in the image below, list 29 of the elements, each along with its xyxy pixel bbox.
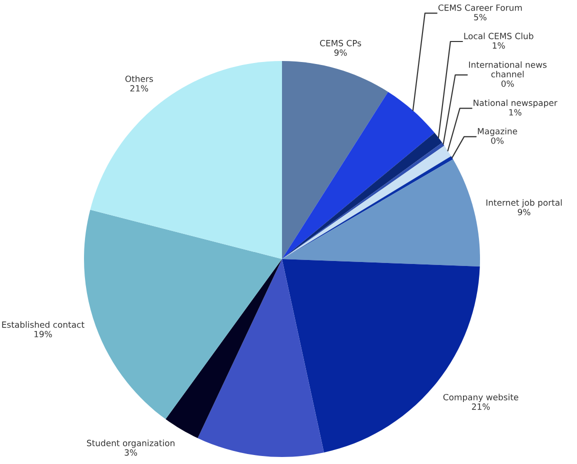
data-label: 19%: [34, 330, 52, 338]
slice-label: Established contact: [2, 321, 84, 328]
data-label: 9%: [518, 208, 530, 216]
data-label: 0%: [491, 137, 504, 144]
slice-label: CEMS CPs: [320, 40, 362, 46]
slice-label: Internet job portal: [486, 199, 562, 208]
slice-label: International news channel: [469, 61, 547, 78]
pie-slice: [282, 92, 435, 259]
slice-label: Others: [125, 75, 153, 82]
slice-label: CEMS Career Forum: [438, 4, 522, 11]
pie-slice: [198, 259, 324, 457]
slice-label: Student organization: [87, 440, 174, 448]
data-label: 1%: [509, 109, 522, 116]
pie-slice: [282, 159, 480, 266]
data-label: 9%: [334, 49, 347, 56]
pie-slice: [90, 61, 282, 259]
slice-label: Company website: [443, 394, 518, 402]
data-label: 21%: [472, 403, 490, 410]
slice-label: Magazine: [478, 128, 518, 136]
data-label: 21%: [130, 85, 148, 92]
data-label: 1%: [492, 42, 505, 49]
data-label: 5%: [474, 14, 486, 20]
pie-slice: [282, 61, 388, 259]
pie-slice: [166, 259, 282, 438]
data-label: 0%: [501, 80, 514, 87]
slice-label: National newspaper: [474, 99, 558, 108]
data-label: 3%: [124, 449, 138, 456]
pie-slice: [84, 210, 282, 420]
slice-label: Local CEMS Club: [464, 32, 534, 40]
